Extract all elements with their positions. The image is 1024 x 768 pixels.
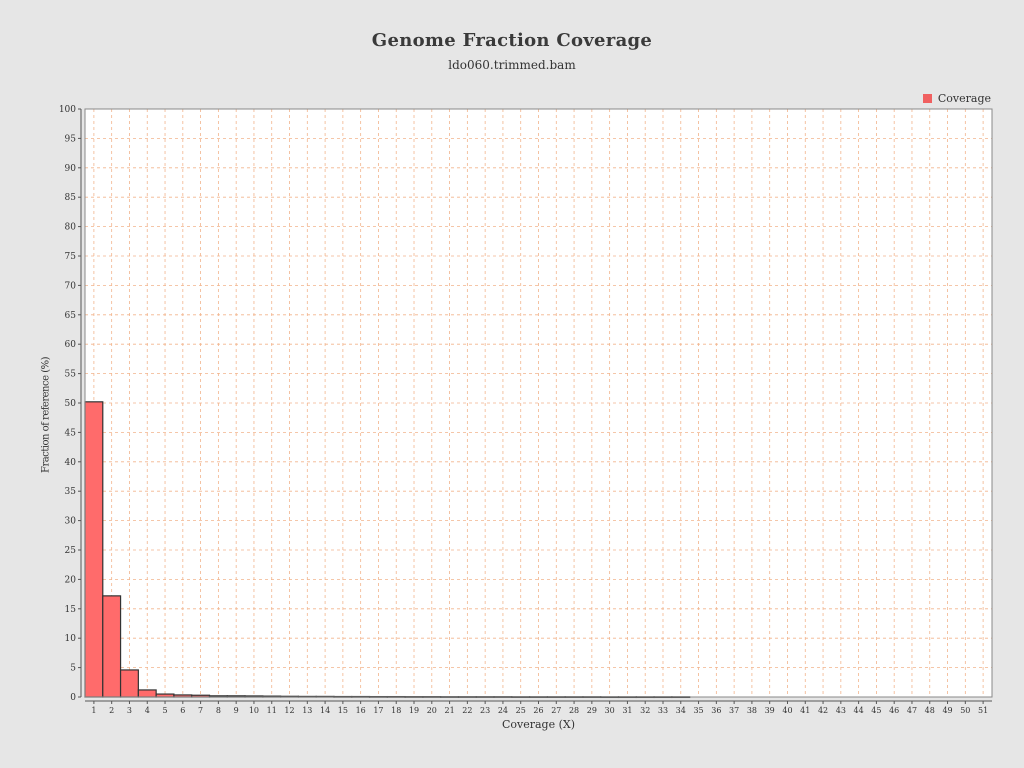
y-tick-label: 75 xyxy=(65,252,77,262)
y-tick-label: 5 xyxy=(70,664,76,674)
bar xyxy=(84,401,104,698)
y-tick-label: 90 xyxy=(65,164,77,174)
x-tick-label: 3 xyxy=(127,706,132,715)
x-tick-label: 5 xyxy=(162,706,167,715)
x-tick-label: 46 xyxy=(889,706,899,715)
bar xyxy=(119,669,139,698)
y-tick-label: 20 xyxy=(65,575,77,585)
x-tick-label: 33 xyxy=(658,706,668,715)
y-tick-label: 10 xyxy=(65,634,77,644)
y-tick-label: 65 xyxy=(65,311,77,321)
x-tick-label: 26 xyxy=(533,706,543,715)
y-tick-label: 95 xyxy=(65,134,77,144)
x-tick-label: 50 xyxy=(960,706,970,715)
y-axis-label: Fraction of reference (%) xyxy=(40,357,52,473)
x-tick-label: 20 xyxy=(427,706,437,715)
x-tick-label: 4 xyxy=(145,706,150,715)
y-tick-label: 70 xyxy=(65,281,77,291)
x-tick-label: 16 xyxy=(356,706,366,715)
x-tick-label: 22 xyxy=(462,706,472,715)
chart-subtitle: ldo060.trimmed.bam xyxy=(448,58,576,72)
x-tick-label: 14 xyxy=(320,706,330,715)
x-tick-label: 12 xyxy=(284,706,294,715)
y-tick-label: 85 xyxy=(65,193,77,203)
y-tick-label: 15 xyxy=(65,605,77,615)
x-tick-label: 7 xyxy=(198,706,203,715)
x-tick-label: 24 xyxy=(498,706,508,715)
y-tick-label: 40 xyxy=(65,458,77,468)
y-tick-label: 60 xyxy=(65,340,77,350)
x-tick-label: 8 xyxy=(216,706,221,715)
bar xyxy=(137,689,157,698)
y-tick-label: 35 xyxy=(65,487,77,497)
x-tick-label: 25 xyxy=(516,706,526,715)
x-tick-label: 10 xyxy=(249,706,259,715)
x-tick-label: 6 xyxy=(180,706,185,715)
x-tick-label: 47 xyxy=(907,706,917,715)
x-tick-label: 44 xyxy=(854,706,864,715)
x-tick-label: 35 xyxy=(693,706,703,715)
x-tick-label: 29 xyxy=(587,706,597,715)
x-tick-label: 19 xyxy=(409,706,419,715)
bar xyxy=(102,595,122,698)
y-tick-label: 80 xyxy=(65,223,77,233)
legend: Coverage xyxy=(922,92,991,105)
chart-title: Genome Fraction Coverage xyxy=(371,30,653,51)
x-tick-label: 13 xyxy=(302,706,312,715)
x-tick-label: 30 xyxy=(605,706,615,715)
x-tick-label: 34 xyxy=(676,706,686,715)
x-tick-label: 37 xyxy=(729,706,739,715)
plot-border xyxy=(84,108,993,698)
y-tick-label: 100 xyxy=(59,105,76,115)
x-tick-label: 15 xyxy=(338,706,348,715)
y-tick-label: 45 xyxy=(65,428,77,438)
x-tick-label: 11 xyxy=(267,706,277,715)
x-tick-label: 40 xyxy=(782,706,792,715)
x-tick-label: 27 xyxy=(551,706,561,715)
x-tick-label: 28 xyxy=(569,706,579,715)
x-tick-label: 43 xyxy=(836,706,846,715)
x-tick-label: 9 xyxy=(234,706,239,715)
x-tick-label: 32 xyxy=(640,706,650,715)
x-tick-label: 51 xyxy=(978,706,988,715)
x-tick-label: 1 xyxy=(91,706,96,715)
grid-lines xyxy=(85,108,992,698)
y-tick-label: 30 xyxy=(65,517,77,527)
y-tick-label: 0 xyxy=(70,693,76,703)
x-tick-label: 42 xyxy=(818,706,828,715)
x-axis-label: Coverage (X) xyxy=(501,718,576,731)
x-tick-label: 18 xyxy=(391,706,401,715)
y-tick-label: 50 xyxy=(65,399,77,409)
legend-label: Coverage xyxy=(937,92,991,105)
legend-swatch xyxy=(922,94,932,103)
x-tick-label: 31 xyxy=(622,706,632,715)
x-tick-label: 36 xyxy=(711,706,721,715)
x-tick-label: 45 xyxy=(871,706,881,715)
y-ticks: 0 5 10 15 20 25 30 35 40 45 50 55 60 65 70 75 80 85 90 95 10… xyxy=(59,105,81,703)
x-ticks: 1 2 3 4 5 6 7 8 9 10 11 12 13 14 15 16 17 18 19 20 21 22 23 24 2… xyxy=(91,701,988,715)
x-tick-label: 49 xyxy=(942,706,952,715)
x-tick-label: 39 xyxy=(765,706,775,715)
x-tick-label: 41 xyxy=(800,706,810,715)
x-tick-label: 2 xyxy=(109,706,114,715)
x-tick-label: 17 xyxy=(373,706,383,715)
y-tick-label: 55 xyxy=(65,370,77,380)
x-tick-label: 38 xyxy=(747,706,757,715)
x-tick-label: 21 xyxy=(444,706,454,715)
x-tick-label: 23 xyxy=(480,706,490,715)
y-tick-label: 25 xyxy=(65,546,77,556)
x-tick-label: 48 xyxy=(925,706,935,715)
